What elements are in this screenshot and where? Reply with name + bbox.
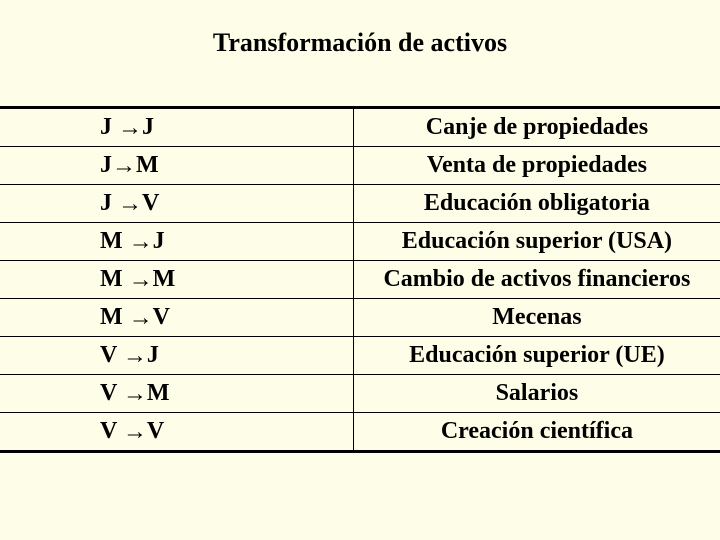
transform-cell: M →M <box>0 261 353 299</box>
table-row: M →J Educación superior (USA) <box>0 223 720 261</box>
to-symbol: M <box>153 266 176 292</box>
arrow-icon: → <box>123 379 147 409</box>
table-row: V →V Creación científica <box>0 413 720 452</box>
slide: Transformación de activos J →J Canje de … <box>0 0 720 540</box>
transform-cell: J →J <box>0 108 353 147</box>
arrow-icon: → <box>118 189 142 219</box>
table-row: V →M Salarios <box>0 375 720 413</box>
transform-cell: V →J <box>0 337 353 375</box>
transform-cell: M →J <box>0 223 353 261</box>
to-symbol: J <box>147 342 159 368</box>
transform-cell: M →V <box>0 299 353 337</box>
from-symbol: M <box>100 228 123 254</box>
from-symbol: M <box>100 304 123 330</box>
table-row: V →J Educación superior (UE) <box>0 337 720 375</box>
description-cell: Educación superior (UE) <box>353 337 720 375</box>
description-cell: Venta de propiedades <box>353 147 720 185</box>
to-symbol: V <box>147 418 164 444</box>
description-cell: Creación científica <box>353 413 720 452</box>
transform-table: J →J Canje de propiedades J→M Venta de p… <box>0 106 720 453</box>
description-cell: Educación obligatoria <box>353 185 720 223</box>
transform-cell: J→M <box>0 147 353 185</box>
arrow-icon: → <box>129 303 153 333</box>
arrow-icon: → <box>129 227 153 257</box>
arrow-icon: → <box>129 265 153 295</box>
table-row: M →M Cambio de activos financieros <box>0 261 720 299</box>
description-cell: Salarios <box>353 375 720 413</box>
from-symbol: J <box>100 190 112 216</box>
to-symbol: M <box>147 380 170 406</box>
from-symbol: V <box>100 380 117 406</box>
description-cell: Cambio de activos financieros <box>353 261 720 299</box>
transform-cell: V →M <box>0 375 353 413</box>
to-symbol: V <box>153 304 170 330</box>
table-row: J →V Educación obligatoria <box>0 185 720 223</box>
from-symbol: M <box>100 266 123 292</box>
from-symbol: V <box>100 342 117 368</box>
arrow-icon: → <box>123 417 147 447</box>
arrow-icon: → <box>112 151 136 181</box>
to-symbol: M <box>136 152 159 178</box>
transform-table-wrap: J →J Canje de propiedades J→M Venta de p… <box>0 106 720 453</box>
from-symbol: J <box>100 114 112 140</box>
to-symbol: J <box>153 228 165 254</box>
description-cell: Mecenas <box>353 299 720 337</box>
to-symbol: V <box>142 190 159 216</box>
description-cell: Canje de propiedades <box>353 108 720 147</box>
table-row: J →J Canje de propiedades <box>0 108 720 147</box>
table-row: J→M Venta de propiedades <box>0 147 720 185</box>
slide-title: Transformación de activos <box>0 28 720 58</box>
arrow-icon: → <box>123 341 147 371</box>
to-symbol: J <box>142 114 154 140</box>
description-cell: Educación superior (USA) <box>353 223 720 261</box>
arrow-icon: → <box>118 113 142 143</box>
transform-cell: V →V <box>0 413 353 452</box>
from-symbol: J <box>100 152 112 178</box>
table-row: M →V Mecenas <box>0 299 720 337</box>
from-symbol: V <box>100 418 117 444</box>
transform-cell: J →V <box>0 185 353 223</box>
